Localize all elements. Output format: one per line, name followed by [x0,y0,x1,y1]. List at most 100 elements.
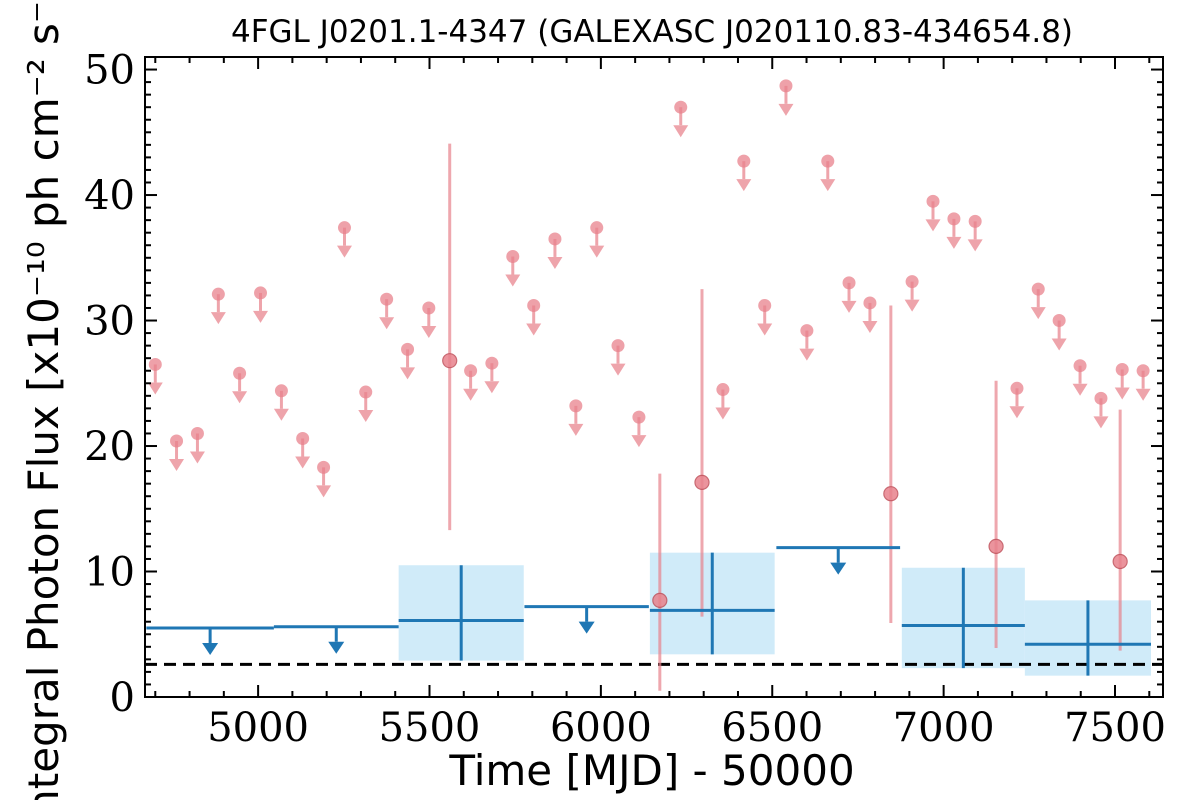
upper-limit-point [506,250,520,264]
upper-limit-point [380,292,394,306]
upper-limit-point [422,301,436,315]
long-bin-limit-arrow-head [830,562,847,575]
upper-limit-arrow-head [904,299,920,312]
upper-limit-point [233,366,247,380]
upper-limit-arrow-head [757,323,773,336]
upper-limit-point [842,276,856,290]
upper-limit-point [1136,364,1150,378]
y-tick-label: 10 [84,550,135,596]
y-tick-label: 0 [110,675,135,721]
upper-limit-arrow-head [273,408,289,421]
upper-limit-arrow-head [336,245,352,258]
y-tick-label: 40 [84,173,135,219]
upper-limit-point [926,194,940,208]
upper-limit-arrow-head [189,451,205,464]
upper-limit-arrow-head [169,459,185,471]
upper-limit-point [527,298,541,312]
long-bin-limit-arrow [830,547,847,575]
upper-limit-point [274,384,288,398]
upper-limit-arrow-head [1114,387,1130,400]
upper-limit-arrow-head [295,456,311,469]
upper-limit-arrow-head [736,179,752,192]
upper-limit-point [863,296,877,310]
x-tick-label: 6500 [721,705,823,751]
upper-limit-arrow-head [1093,416,1109,429]
x-tick-label: 5000 [207,705,309,751]
upper-limit-point [590,221,604,235]
detection-point [883,486,899,502]
x-axis-label: Time [MJD] - 50000 [448,746,854,795]
upper-limit-point [737,154,751,168]
upper-limit-arrow-head [358,410,374,423]
upper-limit-point [1115,362,1129,376]
upper-limit-arrow-head [1030,307,1046,320]
detection-point [652,592,668,608]
upper-limit-point [716,383,730,397]
plot-frame [144,56,1164,698]
upper-limit-point [548,232,562,246]
upper-limit-point [190,426,204,440]
upper-limit-point [968,214,982,228]
upper-limit-arrow-head [673,125,689,138]
long-bin-limit-arrow-head [202,642,219,655]
upper-limit-arrow-head [1135,388,1151,401]
plot-area [145,79,1163,691]
upper-limit-point [674,100,688,114]
upper-limit-arrow-head [862,320,878,333]
y-tick-label: 30 [84,299,135,345]
y-axis-label: Integral Photon Flux [x10⁻¹⁰ ph cm⁻² s⁻¹… [19,0,68,800]
upper-limit-point [821,154,835,168]
upper-limit-arrow-head [568,423,584,436]
upper-limit-point [317,460,331,474]
x-tick-label: 5500 [379,705,481,751]
upper-limit-arrow-head [400,367,416,380]
upper-limit-arrow-head [147,382,163,395]
upper-limit-point [1073,359,1087,373]
upper-limit-point [485,356,499,370]
upper-limit-arrow-head [1072,383,1088,396]
upper-limit-arrow-head [841,300,857,313]
x-tick-label: 7500 [1064,705,1166,751]
long-bin-limit-arrow-head [328,641,345,654]
chart-title: 4FGL J0201.1-4347 (GALEXASC J020110.83-4… [231,14,1073,50]
upper-limit-point [1094,391,1108,405]
upper-limit-arrow-head [547,256,563,269]
upper-limit-arrow-head [379,317,395,330]
upper-limit-point [254,286,268,300]
upper-limit-arrow-head [820,179,836,192]
upper-limit-arrow-head [210,312,226,325]
long-bin-limit-arrow [202,627,219,655]
upper-limit-arrow-head [778,103,794,116]
upper-limit-arrow-head [1051,338,1067,351]
upper-limit-arrow-head [505,274,521,287]
detection-point [442,353,458,369]
upper-limit-arrow-head [967,239,983,252]
y-tick-label: 50 [84,48,135,94]
upper-limit-point [632,410,646,424]
upper-limit-point [359,385,373,399]
upper-limit-point [947,212,961,226]
detection-point [1112,553,1128,570]
upper-limit-arrow-head [610,363,626,376]
upper-limit-point [296,431,310,445]
upper-limit-arrow-head [946,236,962,249]
long-bin-limit-arrow [328,626,345,654]
upper-limit-point [905,275,919,289]
upper-limit-point [1031,282,1045,296]
upper-limit-point [569,399,583,413]
upper-limit-arrow-head [589,245,605,258]
upper-limit-point [800,324,814,338]
detection-point [694,474,710,491]
detection-point [988,538,1004,555]
upper-limit-arrow-head [526,323,542,336]
upper-limit-point [758,298,772,312]
upper-limit-point [464,364,478,378]
upper-limit-arrow-head [1009,406,1025,419]
upper-limit-point [1052,314,1066,328]
axis-ticks: 5000 5500 6000 6500 7000 7500 0 10 20 30 40 50 [84,48,1166,751]
upper-limit-arrow-head [631,435,647,448]
upper-limit-arrow-head [316,485,332,498]
long-bin-limit-arrow [578,606,595,634]
upper-limit-point [211,287,225,301]
upper-limit-point [779,79,793,93]
